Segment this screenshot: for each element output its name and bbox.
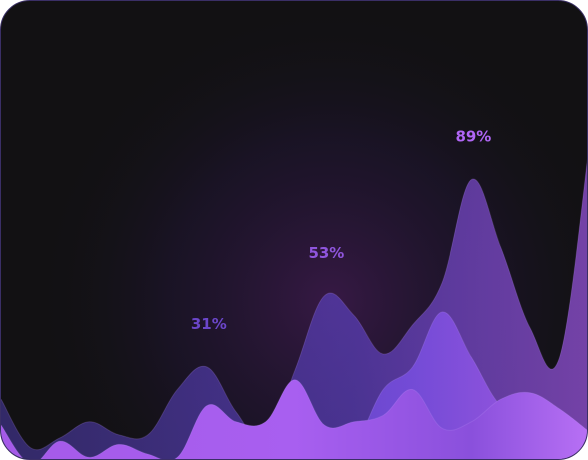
series-line-3 <box>1 158 587 451</box>
annotation-layer: 31% 53% 89% <box>191 128 492 333</box>
peak-label-3: 89% <box>455 128 491 146</box>
area-series-2 <box>1 311 587 459</box>
series-layer <box>1 158 587 459</box>
series-line-1 <box>1 379 587 459</box>
peak-label-2: 53% <box>308 244 344 262</box>
area-series-1 <box>1 379 587 459</box>
peak-label-1: 31% <box>191 315 227 333</box>
